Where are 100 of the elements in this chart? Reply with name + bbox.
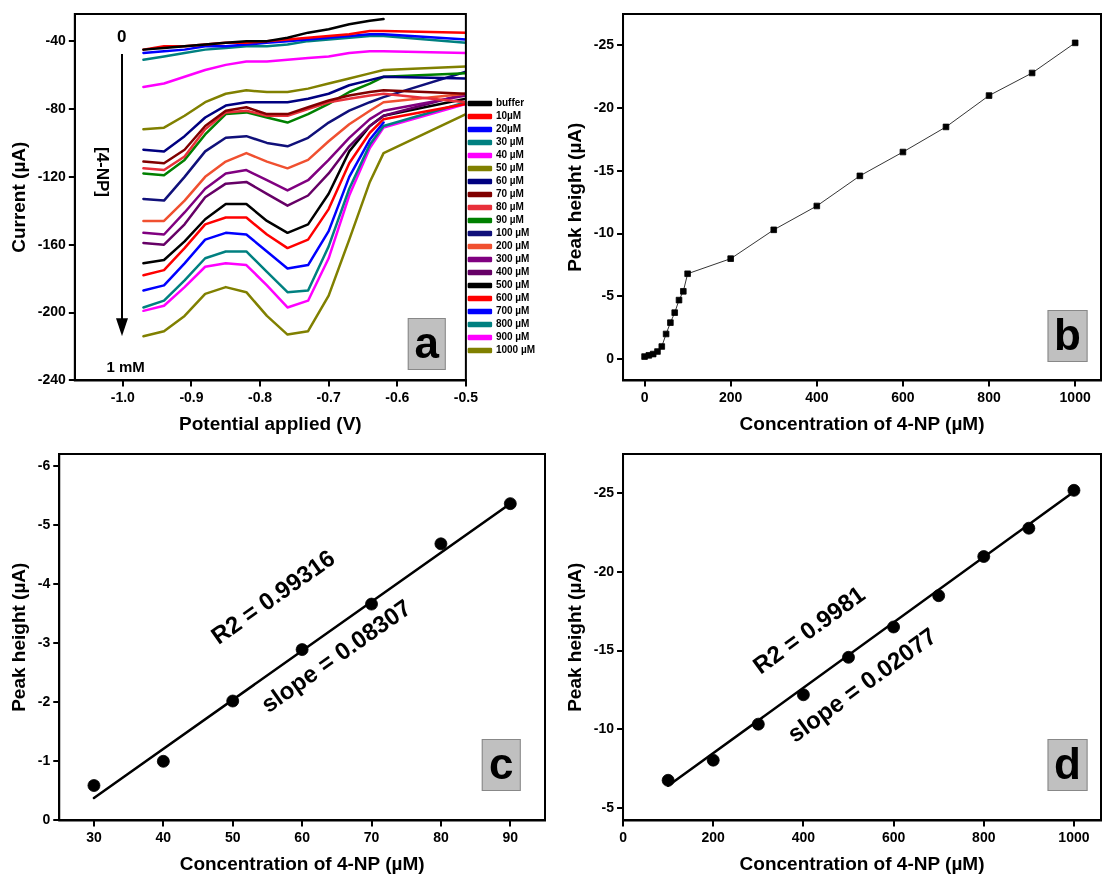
- y-tick-label: -20: [593, 98, 615, 115]
- point: [680, 288, 687, 295]
- legend-label: 200 µM: [495, 240, 530, 252]
- x-tick-label: 60: [294, 828, 311, 845]
- legend-label: 30 µM: [495, 136, 524, 148]
- point: [156, 754, 170, 768]
- legend-label: 400 µM: [495, 266, 530, 278]
- point: [899, 148, 907, 156]
- y-tick-label: -240: [37, 371, 67, 388]
- point: [434, 537, 448, 551]
- point: [654, 348, 661, 355]
- x-tick-label: 90: [502, 828, 519, 845]
- x-tick-label: 70: [363, 828, 380, 845]
- point: [706, 753, 720, 767]
- point: [770, 226, 777, 234]
- point: [661, 773, 675, 787]
- x-tick-label: 0: [619, 828, 628, 845]
- y-tick-label: -5: [601, 798, 615, 815]
- x-tick-label: 30: [86, 828, 102, 845]
- y-tick-label: 0: [42, 811, 51, 828]
- x-axis-title: Potential applied (V): [179, 412, 362, 434]
- legend-label: 900 µM: [495, 331, 530, 343]
- legend-label: 300 µM: [495, 253, 530, 265]
- x-tick-label: -1.0: [110, 388, 136, 405]
- x-axis-title: Concentration of 4-NP (µM): [739, 852, 985, 874]
- x-tick-label: 80: [433, 828, 449, 845]
- point: [87, 779, 101, 792]
- y-axis-title: Peak height (µA): [563, 562, 585, 712]
- point: [985, 92, 993, 99]
- point: [671, 309, 678, 316]
- point: [684, 270, 691, 277]
- x-tick-label: 1000: [1058, 828, 1090, 845]
- legend-label: 20µM: [495, 123, 522, 135]
- legend-label: 60 µM: [495, 175, 524, 187]
- legend-label: 10µM: [495, 110, 522, 122]
- y-tick-label: -10: [593, 224, 615, 241]
- legend-label: 800 µM: [495, 318, 530, 330]
- point: [842, 650, 855, 664]
- y-tick-label: -120: [37, 167, 67, 184]
- x-tick-label: 400: [791, 828, 816, 845]
- x-tick-label: -0.5: [453, 388, 479, 405]
- x-tick-label: 600: [891, 388, 915, 405]
- x-tick-label: 400: [805, 388, 829, 405]
- point: [942, 123, 950, 131]
- x-tick-label: -0.9: [179, 388, 204, 405]
- annotation: 0: [117, 26, 127, 46]
- legend-label: 600 µM: [495, 292, 530, 304]
- x-axis-title: Concentration of 4-NP (µM): [179, 852, 425, 874]
- y-axis-title: Peak height (µA): [7, 562, 29, 712]
- x-tick-label: 800: [977, 388, 1001, 405]
- y-axis-title: Current (µA): [7, 141, 29, 253]
- point: [295, 643, 309, 657]
- y-tick-label: -200: [37, 303, 67, 320]
- point: [932, 589, 946, 603]
- y-tick-label: -25: [593, 484, 615, 501]
- legend-label: 40 µM: [495, 149, 524, 161]
- x-tick-label: 50: [224, 828, 241, 845]
- legend-label: 1000 µM: [495, 344, 536, 356]
- annotation: a: [407, 317, 447, 370]
- point: [1022, 521, 1036, 535]
- x-tick-label: 600: [881, 828, 906, 845]
- point: [977, 550, 991, 563]
- x-tick-label: 200: [701, 828, 726, 845]
- y-tick-label: -5: [37, 515, 51, 532]
- point: [226, 694, 240, 708]
- y-tick-label: 0: [606, 349, 615, 366]
- legend-label: 100 µM: [495, 227, 530, 239]
- point: [675, 296, 683, 304]
- point: [751, 717, 765, 731]
- x-tick-label: 40: [155, 828, 172, 845]
- annotation: c: [482, 739, 521, 792]
- y-tick-label: -3: [37, 633, 51, 650]
- y-tick-label: -6: [37, 456, 51, 473]
- annotation: d: [1047, 739, 1088, 792]
- legend-label: 80 µM: [495, 201, 524, 213]
- annotation: b: [1047, 310, 1088, 363]
- point: [667, 319, 674, 326]
- point: [503, 497, 517, 511]
- x-tick-label: -0.8: [248, 388, 273, 405]
- legend-label: 90 µM: [495, 214, 524, 226]
- annotation: 1 mM: [106, 357, 145, 375]
- y-tick-label: -25: [593, 36, 615, 53]
- point: [1028, 69, 1036, 77]
- y-tick-label: -4: [37, 574, 51, 591]
- x-tick-label: -0.7: [316, 388, 341, 405]
- point: [658, 343, 666, 350]
- x-tick-label: 800: [972, 828, 996, 845]
- y-tick-label: -160: [37, 235, 67, 252]
- x-tick-label: -0.6: [385, 388, 410, 405]
- point: [1071, 39, 1079, 47]
- y-tick-label: -1: [37, 752, 51, 769]
- y-tick-label: -40: [45, 32, 67, 48]
- point: [856, 172, 864, 180]
- point: [727, 255, 734, 262]
- legend-label: 500 µM: [495, 279, 530, 291]
- y-tick-label: -5: [601, 287, 615, 304]
- x-tick-label: 200: [719, 388, 743, 405]
- point: [1067, 483, 1081, 497]
- y-tick-label: -20: [593, 562, 615, 579]
- x-tick-label: 0: [640, 388, 649, 405]
